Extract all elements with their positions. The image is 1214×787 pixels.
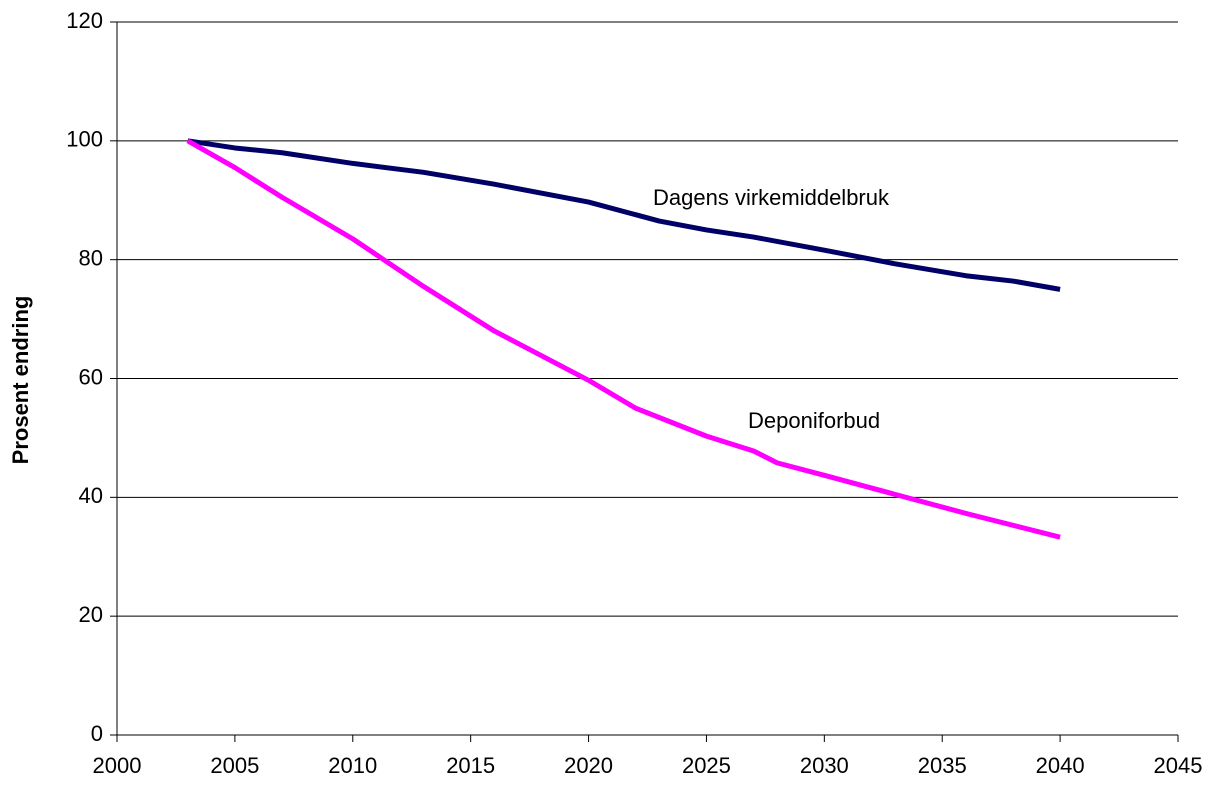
y-tick-label: 120 <box>66 8 103 33</box>
y-tick-label: 60 <box>79 364 103 389</box>
series-line <box>187 138 1061 292</box>
y-tick-label: 100 <box>66 127 103 152</box>
series-label: Deponiforbud <box>748 408 880 433</box>
x-tick-label: 2005 <box>210 753 259 778</box>
x-tick-label: 2000 <box>93 753 142 778</box>
series-line <box>186 138 1061 540</box>
x-tick-label: 2020 <box>564 753 613 778</box>
y-tick-label: 20 <box>79 602 103 627</box>
x-tick-label: 2010 <box>328 753 377 778</box>
x-tick-label: 2030 <box>800 753 849 778</box>
x-tick-label: 2025 <box>682 753 731 778</box>
y-tick-label: 80 <box>79 245 103 270</box>
y-axis-label: Prosent endring <box>8 296 33 465</box>
x-tick-label: 2040 <box>1036 753 1085 778</box>
x-tick-label: 2015 <box>446 753 495 778</box>
y-tick-label: 0 <box>91 721 103 746</box>
x-tick-label: 2035 <box>918 753 967 778</box>
x-tick-label: 2045 <box>1154 753 1203 778</box>
series-label: Dagens virkemiddelbruk <box>653 185 890 210</box>
y-tick-label: 40 <box>79 483 103 508</box>
